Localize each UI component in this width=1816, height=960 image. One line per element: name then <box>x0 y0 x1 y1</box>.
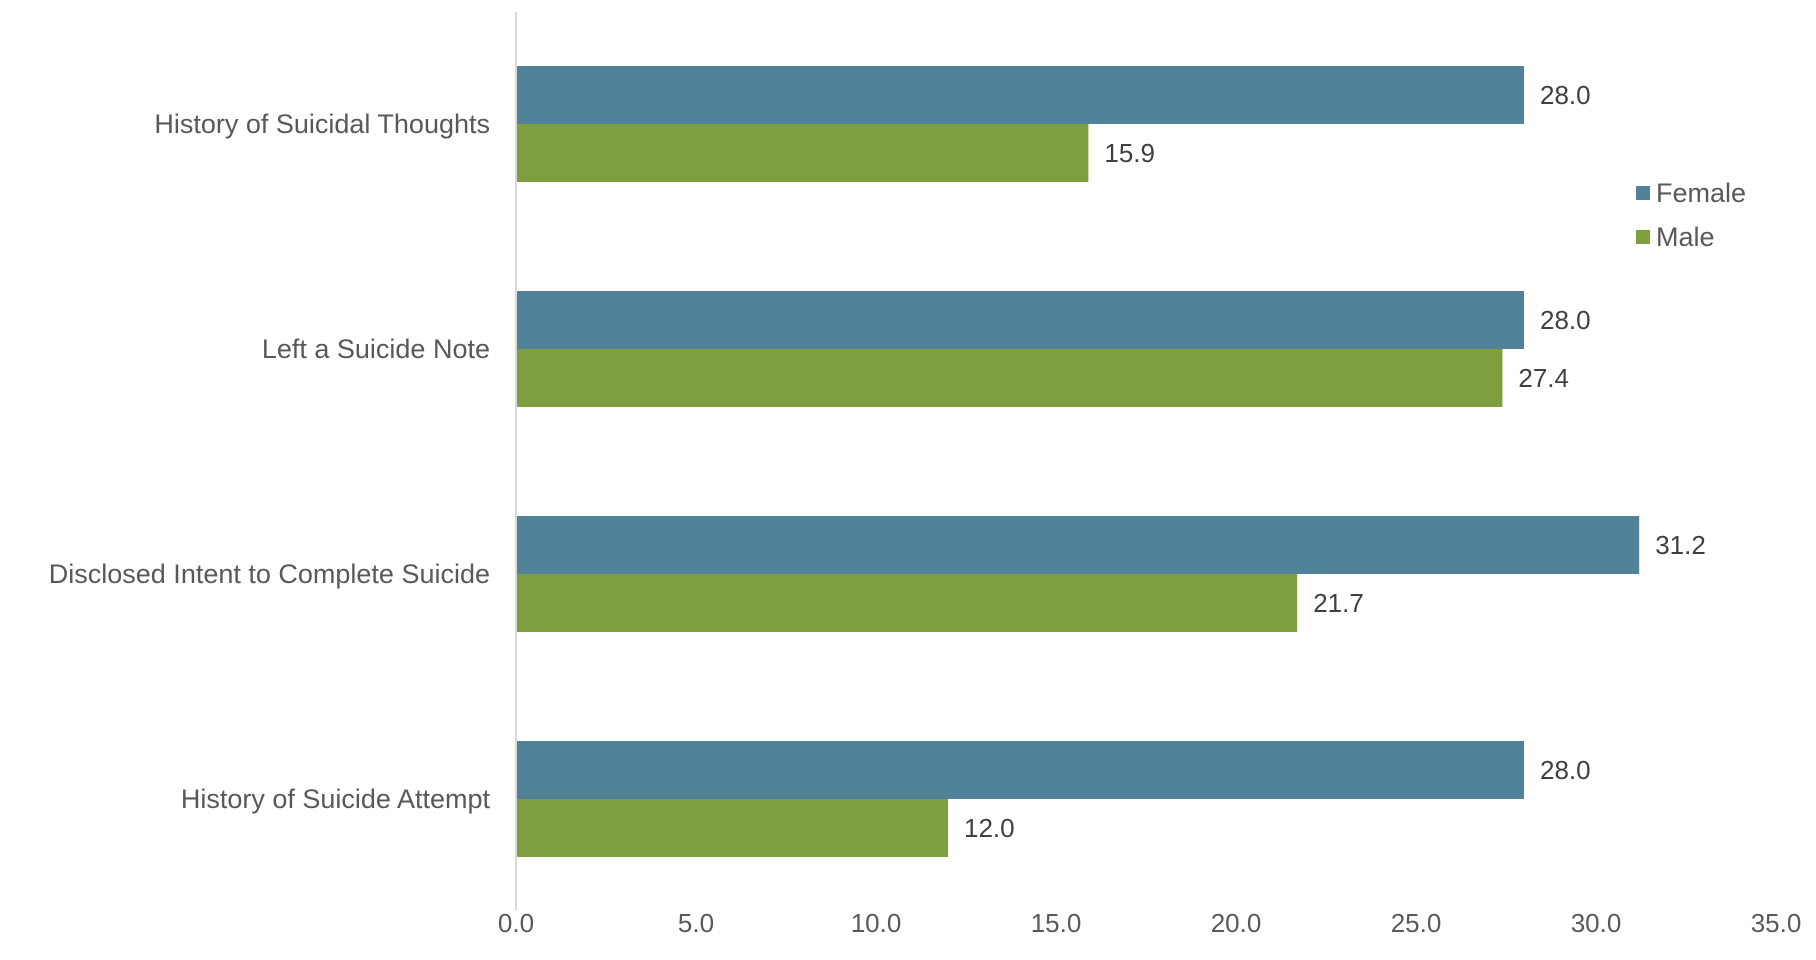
x-tick-label-10: 10.0 <box>851 908 902 938</box>
category-label-left-a-suicide-note: Left a Suicide Note <box>262 334 490 364</box>
value-label-male-left-a-suicide-note: 27.4 <box>1518 363 1569 393</box>
bar-male-history-of-suicidal-thoughts <box>516 124 1089 182</box>
bar-male-disclosed-intent-to-complete-suicide <box>516 574 1298 632</box>
x-tick-label-5: 5.0 <box>678 908 714 938</box>
category-label-history-of-suicidal-thoughts: History of Suicidal Thoughts <box>154 109 490 139</box>
category-label-history-of-suicide-attempt: History of Suicide Attempt <box>181 784 491 814</box>
value-label-female-history-of-suicidal-thoughts: 28.0 <box>1540 80 1591 110</box>
bar-female-disclosed-intent-to-complete-suicide <box>516 516 1640 574</box>
value-label-female-disclosed-intent-to-complete-suicide: 31.2 <box>1655 530 1706 560</box>
legend-swatch-female <box>1636 186 1650 200</box>
value-labels: 28.0 15.9 28.0 27.4 31.2 21.7 28.0 12.0 <box>964 80 1706 843</box>
legend-swatch-male <box>1636 230 1650 244</box>
bar-female-left-a-suicide-note <box>516 291 1524 349</box>
legend: Female Male <box>1636 178 1746 252</box>
legend-label-male: Male <box>1656 222 1715 252</box>
bars-layer <box>516 66 1640 857</box>
bar-female-history-of-suicide-attempt <box>516 741 1524 799</box>
value-label-male-history-of-suicide-attempt: 12.0 <box>964 813 1015 843</box>
bar-male-history-of-suicide-attempt <box>516 799 948 857</box>
category-label-disclosed-intent-to-complete-suicide: Disclosed Intent to Complete Suicide <box>49 559 490 589</box>
category-labels: History of Suicidal Thoughts Left a Suici… <box>49 109 491 814</box>
value-label-female-left-a-suicide-note: 28.0 <box>1540 305 1591 335</box>
bar-female-history-of-suicidal-thoughts <box>516 66 1524 124</box>
value-label-female-history-of-suicide-attempt: 28.0 <box>1540 755 1591 785</box>
x-tick-label-20: 20.0 <box>1211 908 1262 938</box>
x-tick-label-35: 35.0 <box>1751 908 1802 938</box>
legend-label-female: Female <box>1656 178 1746 208</box>
x-tick-label-25: 25.0 <box>1391 908 1442 938</box>
value-label-male-history-of-suicidal-thoughts: 15.9 <box>1104 138 1155 168</box>
bar-male-left-a-suicide-note <box>516 349 1503 407</box>
x-tick-label-0: 0.0 <box>498 908 534 938</box>
x-tick-label-30: 30.0 <box>1571 908 1622 938</box>
value-label-male-disclosed-intent-to-complete-suicide: 21.7 <box>1313 588 1364 618</box>
x-tick-label-15: 15.0 <box>1031 908 1082 938</box>
x-axis-tick-labels: 0.0 5.0 10.0 15.0 20.0 25.0 30.0 35.0 <box>498 908 1801 938</box>
